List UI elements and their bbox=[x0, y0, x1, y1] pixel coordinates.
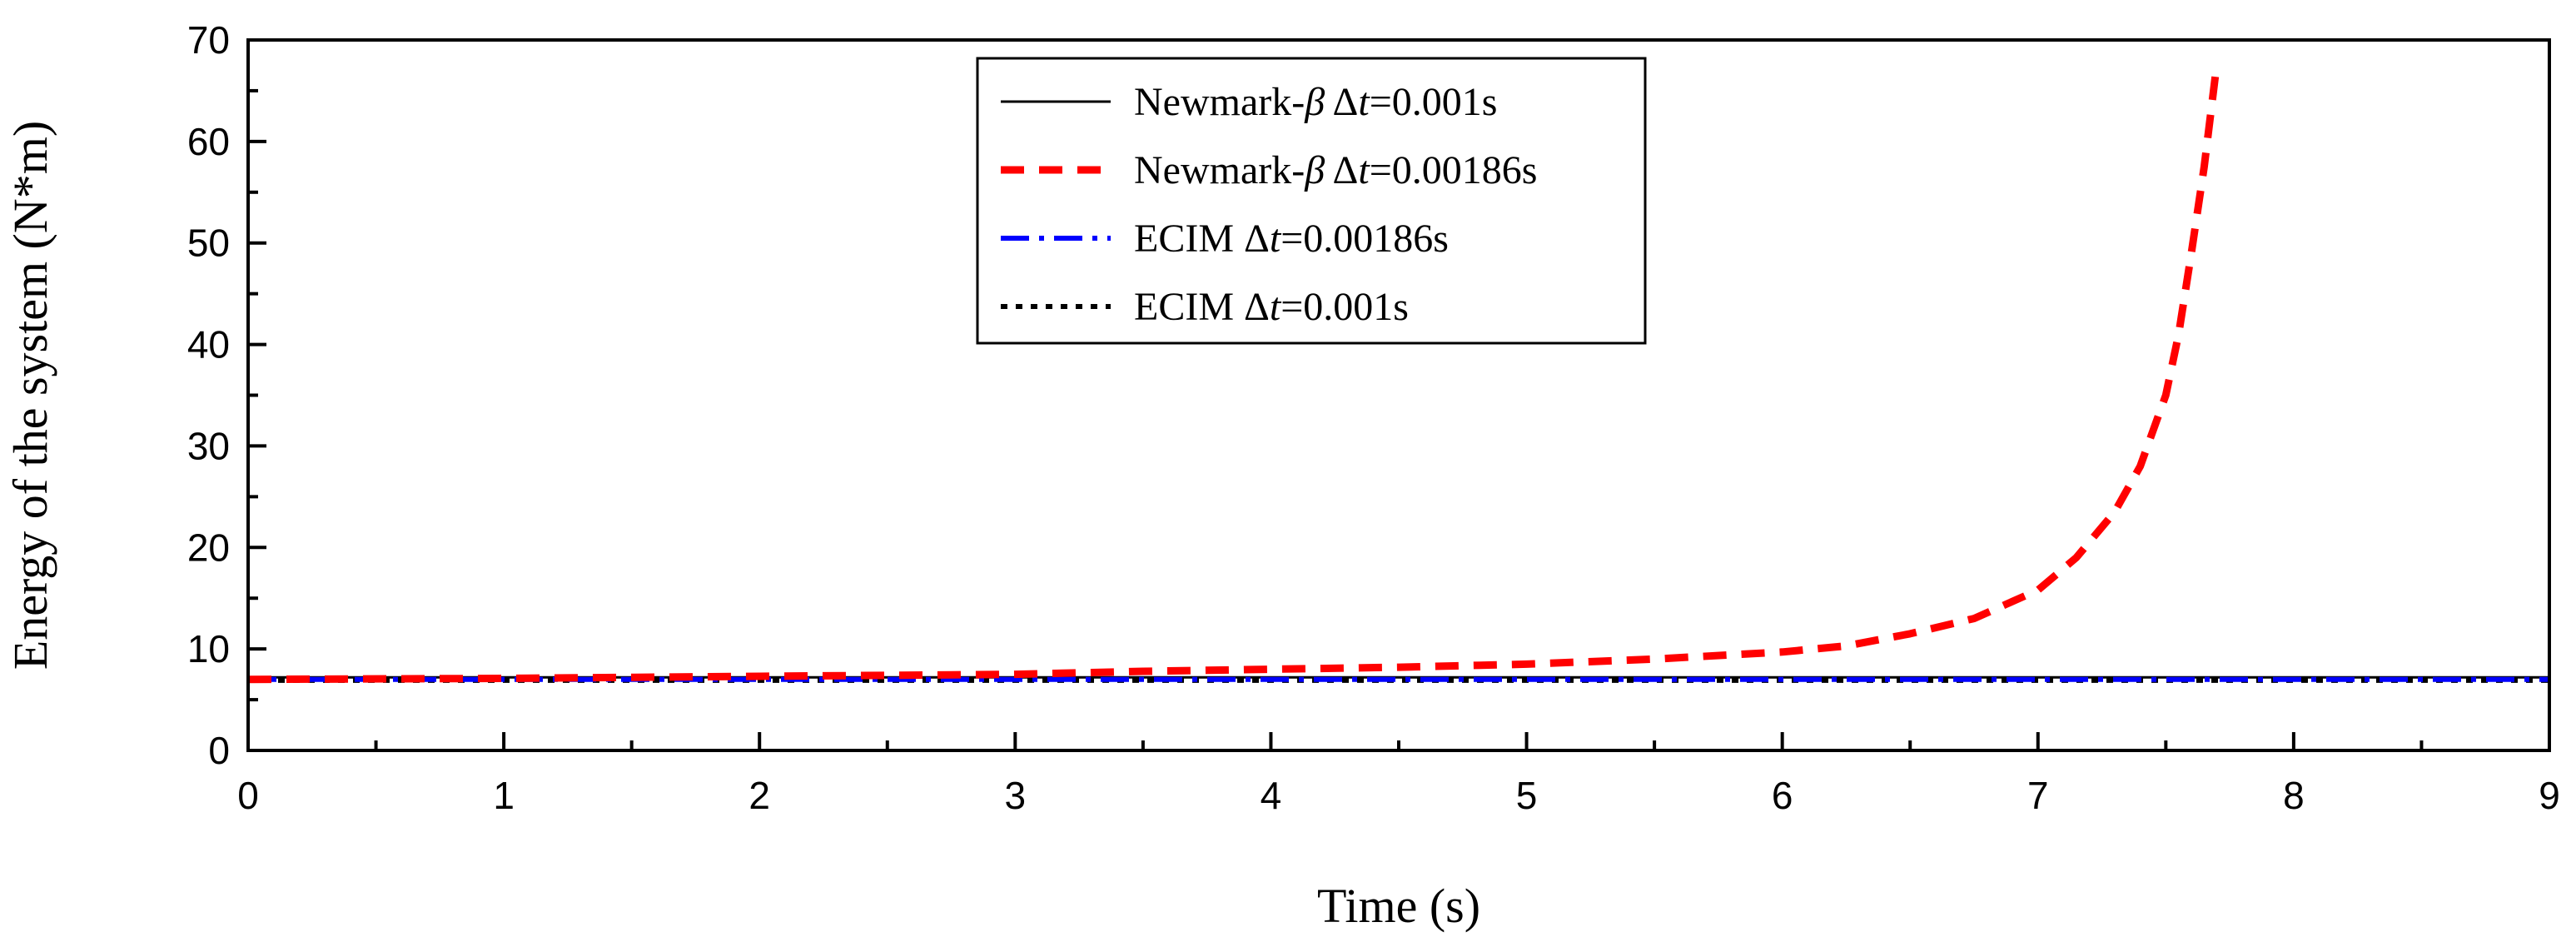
y-tick-label: 50 bbox=[187, 222, 230, 265]
x-tick-label: 3 bbox=[1005, 774, 1027, 817]
legend-label-0: Newmark-β Δt=0.001s bbox=[1134, 80, 1497, 124]
y-tick-label: 40 bbox=[187, 323, 230, 366]
x-tick-label: 7 bbox=[2027, 774, 2049, 817]
x-tick-label: 2 bbox=[748, 774, 770, 817]
y-tick-label: 60 bbox=[187, 120, 230, 163]
x-tick-label: 6 bbox=[1772, 774, 1793, 817]
x-tick-label: 4 bbox=[1261, 774, 1282, 817]
legend-box bbox=[976, 57, 1647, 345]
plot-lines bbox=[247, 62, 2549, 684]
legend-label-1: Newmark-β Δt=0.00186s bbox=[1134, 148, 1537, 192]
legend: Newmark-β Δt=0.001s Newmark-β Δt=0.00186s… bbox=[976, 57, 1647, 345]
x-tick-label: 0 bbox=[237, 774, 259, 817]
y-tick-label: 20 bbox=[187, 526, 230, 569]
legend-label-2: ECIM Δt=0.00186s bbox=[1134, 217, 1449, 261]
y-axis-title: Energy of the system (N*m) bbox=[3, 121, 57, 670]
series-line-1 bbox=[247, 62, 2221, 684]
x-tick-label: 9 bbox=[2539, 774, 2560, 817]
y-tick-label: 70 bbox=[187, 18, 230, 62]
y-tick-label: 30 bbox=[187, 424, 230, 467]
x-axis-title: Time (s) bbox=[1317, 879, 1480, 933]
y-tick-label: 0 bbox=[208, 729, 230, 772]
legend-label-3: ECIM Δt=0.001s bbox=[1134, 285, 1409, 329]
x-tick-label: 8 bbox=[2283, 774, 2305, 817]
axes-ticks: 0 1 2 3 4 5 6 7 8 9 0 10 20 30 40 50 60 70 bbox=[187, 18, 2560, 817]
x-tick-label: 1 bbox=[493, 774, 515, 817]
x-tick-label: 5 bbox=[1516, 774, 1538, 817]
y-tick-label: 10 bbox=[187, 627, 230, 670]
